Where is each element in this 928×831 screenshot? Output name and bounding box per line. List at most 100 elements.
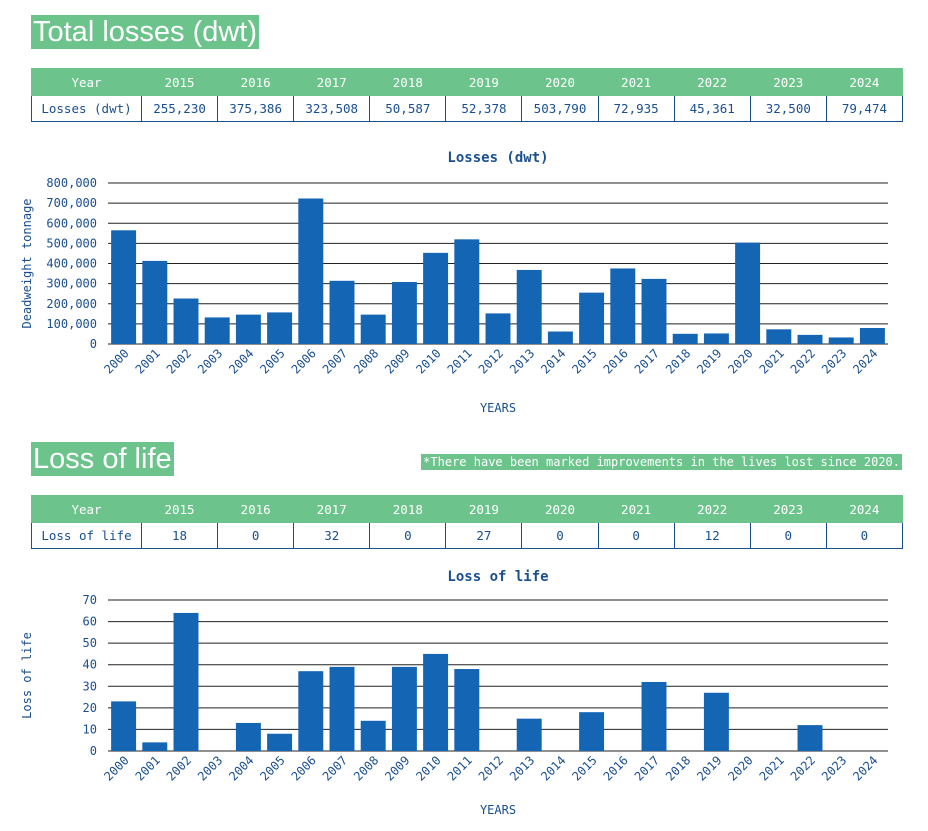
table-row-label: Losses (dwt) xyxy=(31,95,142,122)
bar xyxy=(641,278,667,344)
x-tick-label: 2020 xyxy=(725,753,755,783)
x-tick-label: 2018 xyxy=(663,753,693,783)
table-cell: 27 xyxy=(445,522,523,549)
table-header-year: 2018 xyxy=(369,495,447,523)
bar xyxy=(204,317,230,344)
table-cell: 375,386 xyxy=(217,95,295,122)
bar xyxy=(454,669,480,751)
x-tick-label: 2005 xyxy=(257,346,287,376)
bar xyxy=(579,292,605,344)
x-tick-label: 2000 xyxy=(101,346,131,376)
y-tick-label: 800,000 xyxy=(46,176,97,190)
bar xyxy=(173,612,199,751)
table-header-year: 2022 xyxy=(673,495,751,523)
x-tick-label: 2000 xyxy=(101,753,131,783)
x-tick-label: 2009 xyxy=(382,753,412,783)
x-tick-label: 2013 xyxy=(507,346,537,376)
y-tick-label: 700,000 xyxy=(46,196,97,210)
bar xyxy=(516,718,542,751)
x-tick-label: 2022 xyxy=(788,346,818,376)
bar xyxy=(610,268,636,344)
x-tick-label: 2003 xyxy=(195,346,225,376)
losses-table-row: Losses (dwt) 255,230 375,386 323,508 50,… xyxy=(31,95,904,122)
x-tick-label: 2005 xyxy=(257,753,287,783)
bar xyxy=(142,742,168,751)
bar xyxy=(641,681,667,751)
table-header-year: 2016 xyxy=(217,68,295,96)
table-header-year: 2022 xyxy=(673,68,751,96)
bar xyxy=(235,314,261,344)
bar xyxy=(391,666,417,751)
x-tick-label: 2002 xyxy=(164,346,194,376)
table-header-year: 2021 xyxy=(597,68,675,96)
table-header-year: 2016 xyxy=(217,495,295,523)
x-tick-label: 2003 xyxy=(195,753,225,783)
x-tick-label: 2024 xyxy=(850,346,880,376)
table-header-year: 2020 xyxy=(521,68,599,96)
losses-bar-chart: Losses (dwt) 0 100,000 200,000 300,000 400,00… xyxy=(20,150,888,415)
x-tick-label: 2012 xyxy=(476,346,506,376)
bar xyxy=(111,230,137,344)
bar xyxy=(797,725,823,751)
x-tick-label: 2007 xyxy=(320,346,350,376)
bar xyxy=(672,333,698,344)
y-tick-label: 100,000 xyxy=(46,317,97,331)
x-axis-label: YEARS xyxy=(480,401,516,415)
table-header-year: 2019 xyxy=(445,495,523,523)
x-tick-label: 2019 xyxy=(694,753,724,783)
table-cell: 255,230 xyxy=(140,95,219,122)
bar xyxy=(797,334,823,344)
x-tick-label: 2023 xyxy=(819,753,849,783)
table-cell: 18 xyxy=(140,522,219,549)
x-tick-label: 2024 xyxy=(850,753,880,783)
y-tick-label: 0 xyxy=(90,744,97,758)
bar xyxy=(703,333,729,344)
bar xyxy=(111,701,137,751)
x-tick-label: 2021 xyxy=(757,753,787,783)
table-header-year: 2024 xyxy=(825,495,904,523)
x-tick-label: 2008 xyxy=(351,346,381,376)
chart-title: Losses (dwt) xyxy=(447,150,548,166)
x-tick-label: 2007 xyxy=(320,753,350,783)
x-tick-label: 2011 xyxy=(445,346,475,376)
x-tick-label: 2020 xyxy=(725,346,755,376)
bar xyxy=(267,733,293,751)
bar xyxy=(329,280,355,344)
life-table-row: Loss of life 18 0 32 0 27 0 0 12 0 0 xyxy=(31,522,904,549)
x-tick-label: 2004 xyxy=(226,346,256,376)
x-tick-label: 2010 xyxy=(413,346,443,376)
y-tick-label: 50 xyxy=(83,636,97,650)
x-tick-label: 2012 xyxy=(476,753,506,783)
x-axis-label: YEARS xyxy=(480,803,516,817)
table-cell: 52,378 xyxy=(445,95,523,122)
bar xyxy=(360,720,386,751)
x-tick-label: 2017 xyxy=(632,346,662,376)
x-tick-label: 2006 xyxy=(289,753,319,783)
table-cell: 0 xyxy=(825,522,904,549)
bar xyxy=(454,239,480,344)
table-header-year: 2018 xyxy=(369,68,447,96)
y-tick-label: 200,000 xyxy=(46,297,97,311)
losses-table-header-row: Year 2015 2016 2017 2018 2019 2020 2021 … xyxy=(31,68,904,96)
x-tick-label: 2016 xyxy=(601,346,631,376)
y-tick-label: 60 xyxy=(83,615,97,629)
table-cell: 12 xyxy=(673,522,751,549)
bar xyxy=(298,198,324,344)
table-header-year-label: Year xyxy=(31,495,142,523)
bar xyxy=(766,329,792,344)
y-tick-label: 10 xyxy=(83,722,97,736)
bar xyxy=(547,331,573,344)
y-tick-label: 70 xyxy=(83,593,97,607)
y-axis-label: Loss of life xyxy=(20,632,34,719)
table-cell: 0 xyxy=(217,522,295,549)
table-cell: 0 xyxy=(521,522,599,549)
table-cell: 503,790 xyxy=(521,95,599,122)
bar xyxy=(828,337,854,344)
y-tick-label: 0 xyxy=(90,337,97,351)
y-tick-label: 600,000 xyxy=(46,216,97,230)
x-tick-label: 2011 xyxy=(445,753,475,783)
y-tick-label: 500,000 xyxy=(46,236,97,250)
x-tick-label: 2017 xyxy=(632,753,662,783)
x-tick-label: 2004 xyxy=(226,753,256,783)
bar xyxy=(423,653,449,751)
